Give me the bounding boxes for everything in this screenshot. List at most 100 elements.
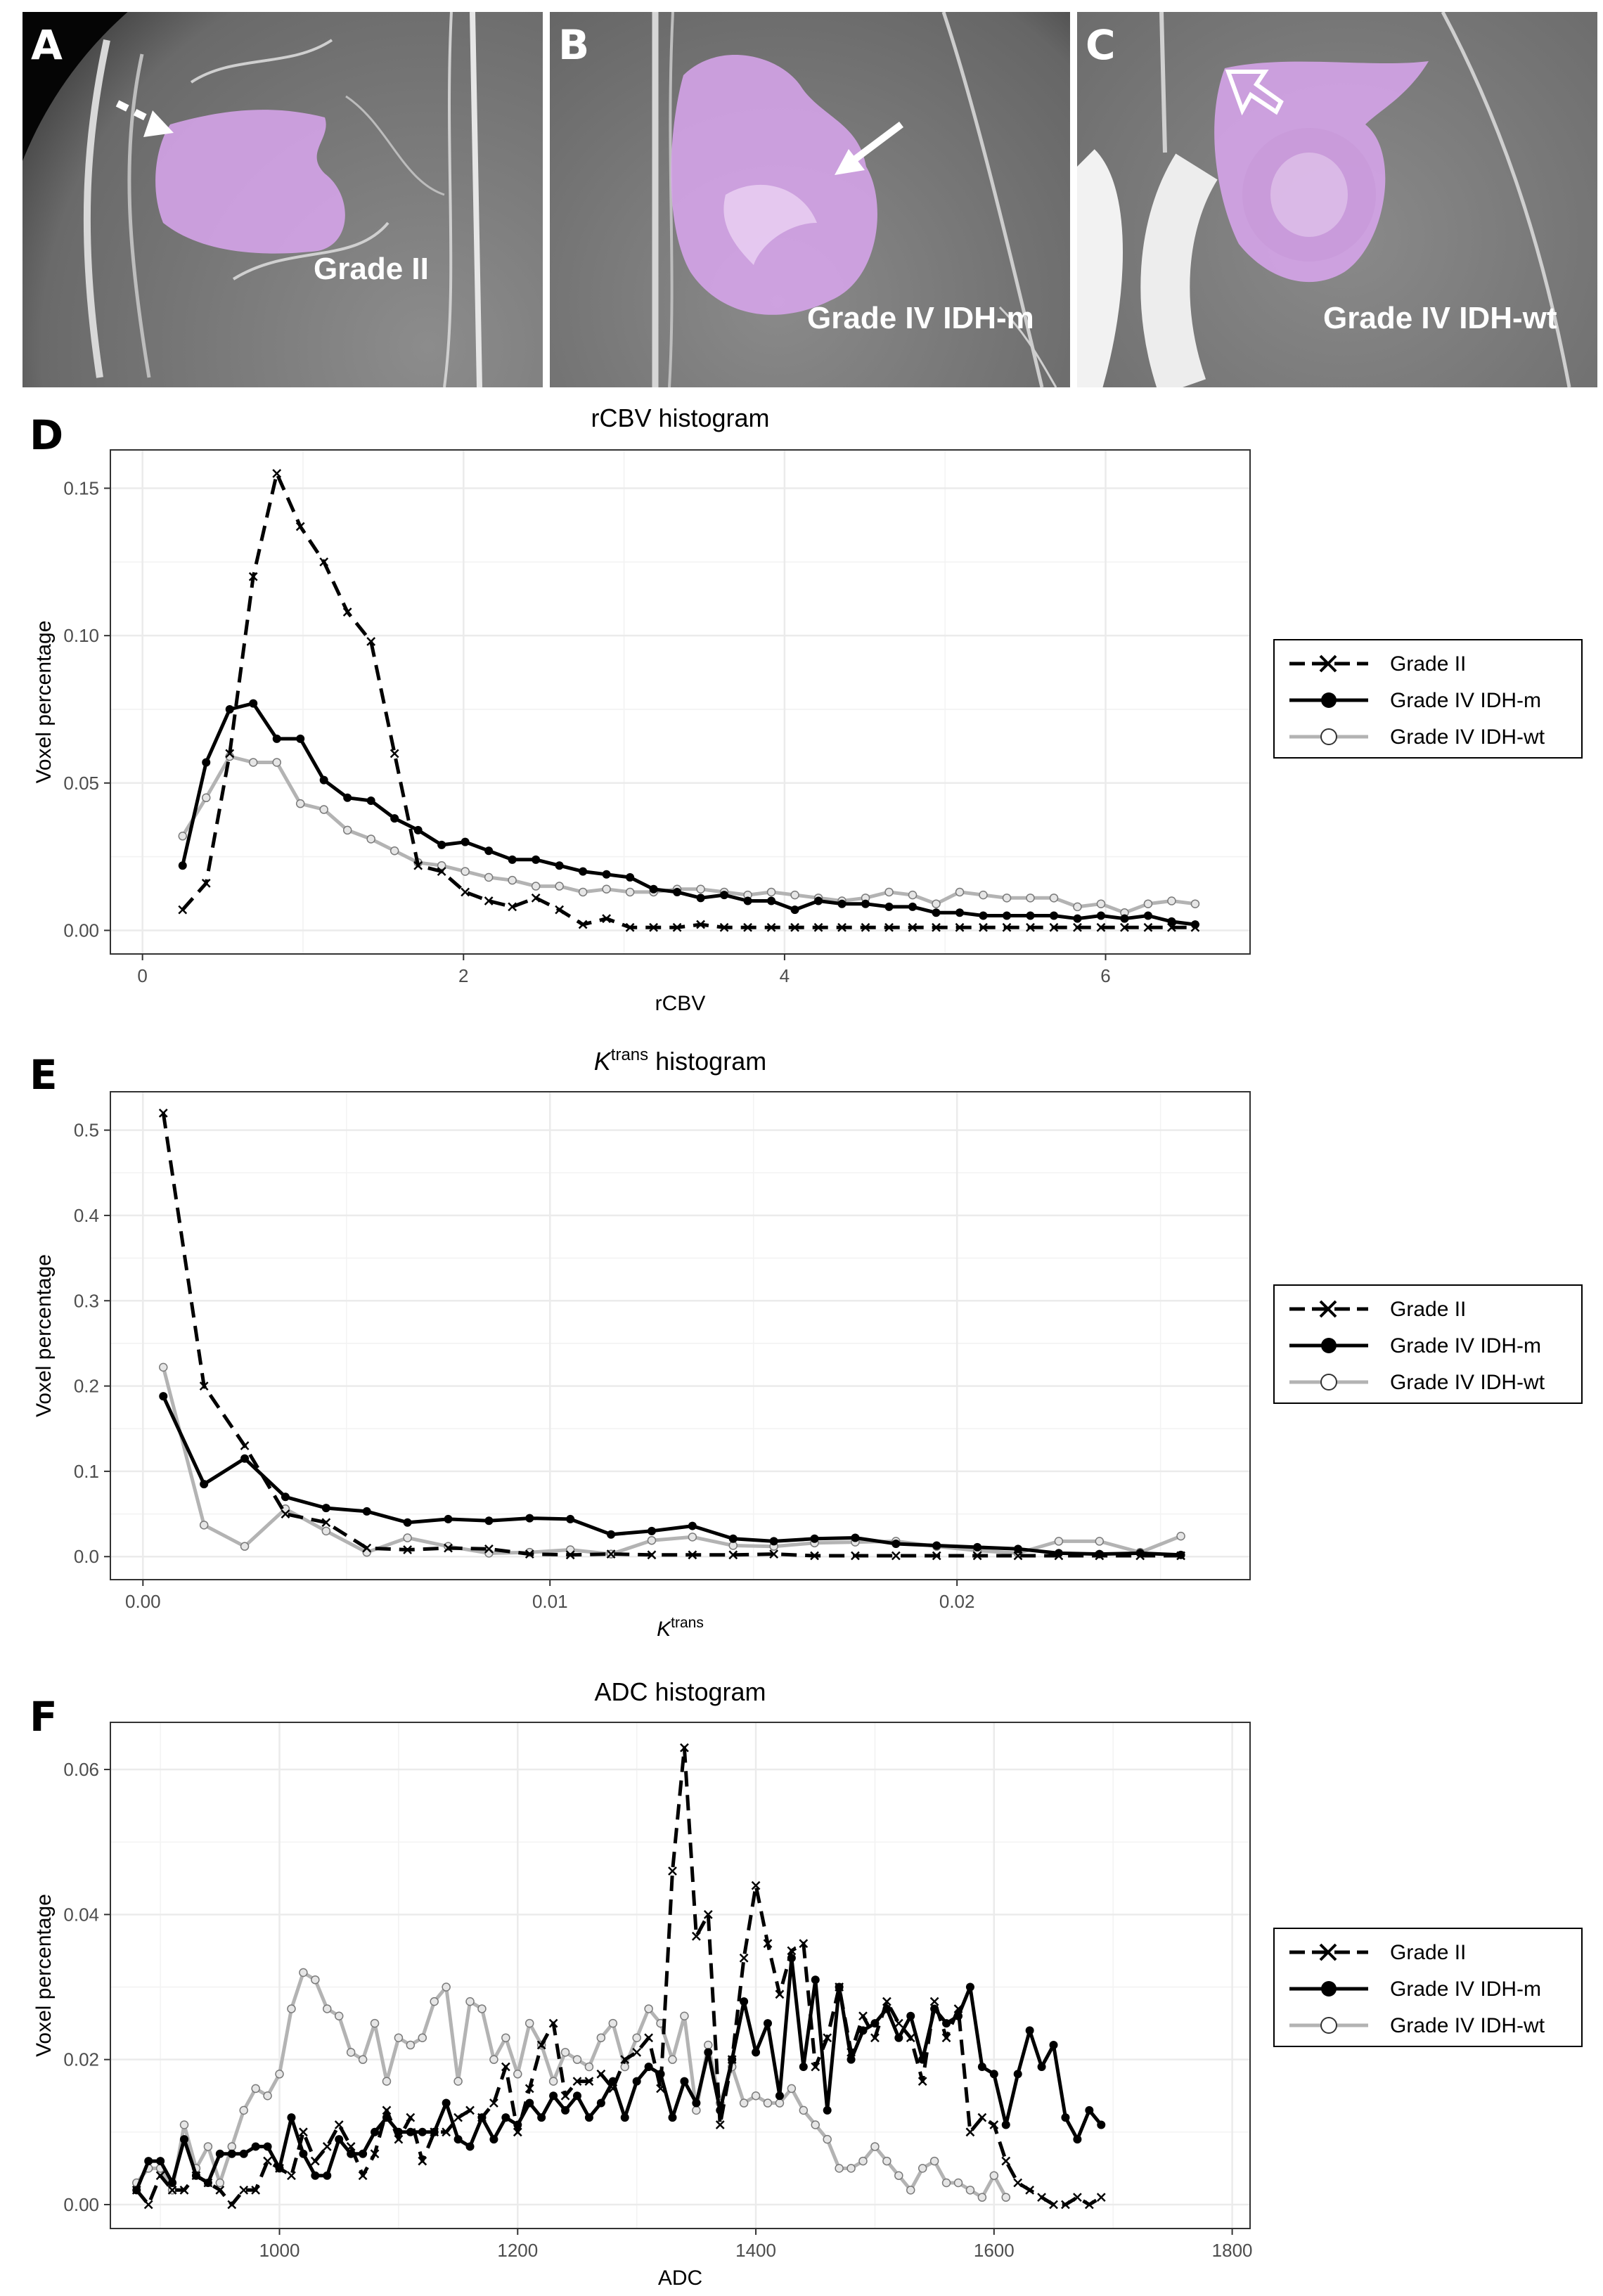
data-point-grade-iv-idh-m <box>668 2113 677 2122</box>
data-point-grade-iv-idh-wt <box>775 2098 785 2108</box>
data-point-grade-ii <box>906 2033 915 2043</box>
y-tick-label: 0.00 <box>63 2194 99 2215</box>
data-point-grade-ii <box>321 1518 331 1528</box>
grid-lines <box>110 1092 1250 1580</box>
data-point-grade-iv-idh-wt <box>513 2070 522 2079</box>
data-point-grade-iv-idh-wt <box>403 1533 412 1542</box>
data-point-grade-ii <box>366 637 376 646</box>
data-point-grade-ii <box>851 1551 860 1561</box>
data-point-grade-iv-idh-m <box>977 2062 986 2071</box>
data-point-grade-ii <box>215 2185 225 2195</box>
legend-marker-grade-iv-idh-m <box>1321 1981 1337 1997</box>
data-point-grade-ii <box>536 2040 546 2050</box>
data-point-grade-iv-idh-m <box>489 2135 498 2144</box>
data-point-grade-iv-idh-m <box>851 1533 860 1542</box>
legend-label-grade-iv-idh-wt: Grade IV IDH-wt <box>1390 725 1545 749</box>
data-point-grade-ii <box>608 2084 618 2094</box>
data-point-grade-ii <box>158 1108 168 1118</box>
data-point-grade-ii <box>342 607 352 617</box>
data-point-grade-iv-idh-m <box>335 2135 344 2144</box>
y-tick-label: 0.06 <box>63 1759 99 1780</box>
plot-border <box>110 449 1251 955</box>
data-point-grade-iv-idh-m <box>465 2142 475 2151</box>
data-point-grade-ii <box>1061 2200 1070 2210</box>
data-point-grade-iv-idh-wt <box>342 825 352 835</box>
data-point-grade-iv-idh-m <box>453 2135 463 2144</box>
data-point-grade-iv-idh-wt <box>953 2178 963 2188</box>
data-point-grade-ii <box>1049 2200 1058 2210</box>
x-axis-label: ADC <box>658 2266 702 2290</box>
data-point-grade-iv-idh-m <box>688 1521 697 1530</box>
panel-label-a: Grade II <box>314 252 429 286</box>
data-point-grade-iv-idh-m <box>740 1997 749 2006</box>
dashed-arrow-head-icon <box>143 110 174 137</box>
data-point-grade-iv-idh-wt <box>239 2105 248 2115</box>
data-point-grade-iv-idh-wt <box>647 1535 657 1545</box>
data-point-grade-iv-idh-wt <box>263 2091 272 2101</box>
data-point-grade-iv-idh-m <box>1085 2105 1094 2115</box>
data-point-grade-iv-idh-m <box>1049 911 1058 920</box>
data-point-grade-ii <box>251 2185 261 2195</box>
data-point-grade-ii <box>1135 1551 1145 1561</box>
data-point-grade-iv-idh-m <box>343 793 352 802</box>
data-point-grade-ii <box>461 887 470 897</box>
chart-title: ADC histogram <box>594 1677 766 1706</box>
legend: Grade II Grade IV IDH-m Grade IV IDH-wt <box>1273 1284 1583 1404</box>
series-line-grade-ii <box>135 1746 1102 2207</box>
plot-background <box>110 450 1250 954</box>
data-point-grade-ii <box>430 2127 439 2137</box>
chart-title-suffix: histogram <box>648 1047 766 1076</box>
x-axis-label-symbol: K <box>657 1618 672 1641</box>
data-point-grade-ii <box>442 2127 451 2137</box>
data-point-grade-iv-idh-m <box>632 2077 641 2086</box>
legend-label-grade-iv-idh-m: Grade IV IDH-m <box>1390 689 1541 712</box>
data-point-grade-ii <box>668 1866 677 1876</box>
data-point-grade-iv-idh-wt <box>1054 1537 1064 1546</box>
data-point-grade-iv-idh-m <box>249 699 258 708</box>
data-point-grade-iv-idh-m <box>1073 914 1082 923</box>
data-point-grade-iv-idh-m <box>263 2142 272 2151</box>
data-point-grade-iv-idh-wt <box>227 2142 237 2151</box>
data-point-grade-iv-idh-wt <box>835 2164 844 2173</box>
y-tick-label: 0.5 <box>74 1120 99 1141</box>
data-point-grade-iv-idh-m <box>1049 2041 1058 2050</box>
data-point-grade-iv-idh-wt <box>787 2084 797 2094</box>
data-point-grade-ii <box>531 893 541 903</box>
data-point-grade-ii <box>972 1551 982 1561</box>
data-point-grade-ii <box>766 922 776 932</box>
data-point-grade-iv-idh-m <box>1096 911 1105 920</box>
data-point-grade-ii <box>908 922 918 932</box>
data-point-grade-ii <box>1013 1551 1023 1561</box>
data-point-grade-iv-idh-m <box>251 2142 260 2151</box>
data-point-grade-iv-idh-wt <box>602 884 611 894</box>
data-point-grade-iv-idh-m <box>620 2113 629 2122</box>
data-point-grade-ii <box>346 2142 356 2151</box>
data-point-grade-iv-idh-wt <box>596 2033 606 2042</box>
data-point-grade-iv-idh-m <box>413 825 423 834</box>
data-point-grade-iv-idh-m <box>894 2033 903 2042</box>
data-point-grade-ii <box>1037 2193 1046 2203</box>
data-point-grade-ii <box>728 1550 738 1560</box>
panel-letter-b: B <box>558 21 590 69</box>
data-point-grade-iv-idh-m <box>743 896 752 905</box>
data-point-grade-ii <box>606 1549 616 1559</box>
data-point-grade-iv-idh-wt <box>1096 899 1106 908</box>
data-point-grade-iv-idh-wt <box>584 2062 594 2072</box>
data-point-grade-iv-idh-wt <box>430 1997 439 2006</box>
panel-letter-c: C <box>1086 21 1116 69</box>
data-point-grade-ii <box>227 2200 237 2210</box>
y-tick-label: 0.0 <box>74 1546 99 1567</box>
data-point-grade-ii <box>501 2062 510 2072</box>
data-point-grade-iv-idh-wt <box>955 887 965 897</box>
data-point-grade-iv-idh-wt <box>240 1542 250 1551</box>
legend-marker-grade-iv-idh-wt <box>1320 728 1337 745</box>
data-point-grade-iv-idh-m <box>965 1982 974 1992</box>
data-point-grade-iv-idh-wt <box>560 2048 570 2057</box>
data-point-grade-ii <box>403 1545 413 1554</box>
data-point-grade-ii <box>1190 922 1200 932</box>
data-point-grade-iv-idh-wt <box>692 2105 701 2115</box>
data-point-grade-iv-idh-m <box>200 1480 209 1489</box>
data-point-grade-ii <box>548 2018 558 2028</box>
legend-label-grade-iv-idh-m: Grade IV IDH-m <box>1390 1334 1541 1357</box>
data-point-grade-iv-idh-m <box>484 846 494 856</box>
